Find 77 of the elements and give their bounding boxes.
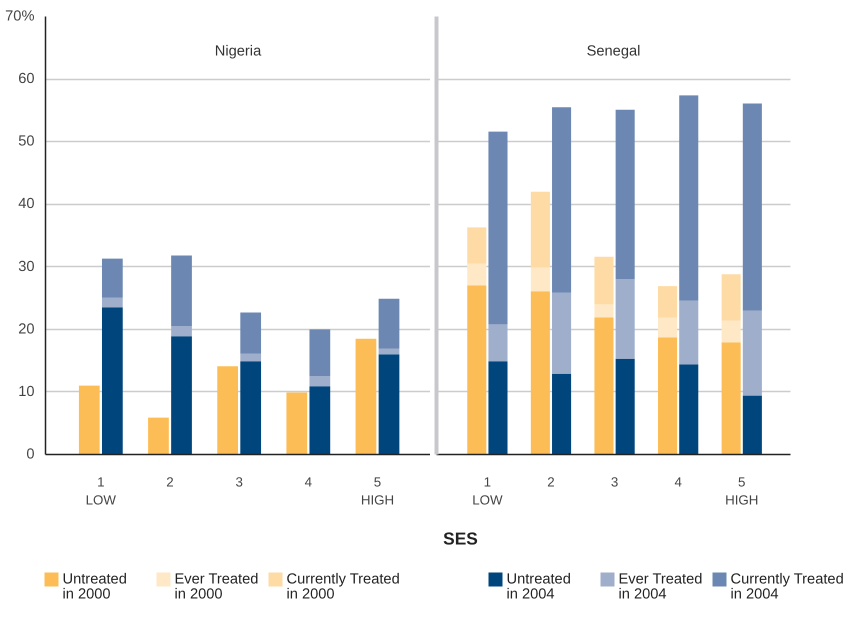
- bar: [722, 320, 741, 342]
- bar: [488, 132, 508, 324]
- bar: [148, 418, 169, 454]
- text: Nigeria: [214, 44, 262, 60]
- legend-label: Untreated in 2000: [62, 572, 127, 603]
- bar: [467, 227, 486, 264]
- bar: [679, 300, 698, 364]
- bar: [102, 307, 123, 454]
- legend-label: Untreated in 2004: [506, 572, 571, 603]
- y-tick-label: 70%: [5, 8, 35, 24]
- x-tick-label: 3: [235, 474, 243, 490]
- x-tick-label: 1 LOW: [86, 474, 116, 508]
- bar: [594, 304, 614, 318]
- bar: [309, 386, 330, 454]
- bar: [78, 386, 100, 454]
- legend-label: Ever Treated in 2000: [174, 572, 258, 603]
- bar: [488, 361, 508, 454]
- y-tick-label: 30: [18, 258, 35, 275]
- bar: [722, 342, 741, 454]
- bar: [488, 324, 508, 362]
- y-tick-label: 0: [26, 446, 35, 462]
- x-tick-label: 4: [674, 474, 682, 490]
- bar: [742, 396, 762, 454]
- bar: [594, 317, 614, 454]
- bar: [658, 286, 678, 318]
- bar: [594, 256, 614, 304]
- bar: [467, 264, 486, 286]
- bar: [552, 292, 572, 374]
- bar: [286, 392, 308, 454]
- bar: [217, 366, 238, 454]
- bar: [530, 192, 550, 268]
- x-tick-label: 4: [304, 474, 313, 490]
- legend-label: Currently Treated in 2004: [730, 572, 844, 603]
- y-tick-label: 60: [18, 71, 35, 88]
- bar: [530, 267, 550, 292]
- bar: [102, 258, 123, 298]
- bar: [742, 310, 762, 396]
- bar: [658, 317, 678, 338]
- bar: [552, 374, 572, 454]
- x-tick-label: 3: [610, 474, 618, 490]
- bar: [616, 358, 635, 454]
- bar: [171, 336, 192, 454]
- bar: [616, 110, 635, 280]
- text: Senegal: [586, 44, 640, 60]
- x-tick-label: 5 HIGH: [360, 474, 394, 508]
- bar: [722, 274, 741, 321]
- bar: [616, 279, 635, 359]
- bar: [378, 354, 400, 454]
- bar: [171, 326, 192, 336]
- bar: [356, 338, 376, 454]
- bar: [240, 361, 262, 454]
- bar: [102, 297, 123, 308]
- legend-label: Ever Treated in 2004: [618, 572, 702, 603]
- bar: [378, 298, 400, 349]
- x-tick-label: 1 LOW: [472, 474, 503, 508]
- bar: [309, 329, 330, 376]
- bar: [658, 337, 678, 454]
- bar: [171, 256, 192, 326]
- bar: [552, 107, 572, 292]
- x-tick-label: 2: [547, 474, 555, 490]
- legend-label: Currently Treated in 2000: [286, 572, 400, 603]
- bar: [240, 312, 262, 354]
- bar: [240, 354, 262, 362]
- bar: [467, 286, 486, 454]
- x-tick-label: 5 HIGH: [725, 474, 758, 508]
- y-tick-label: 20: [18, 321, 35, 338]
- y-tick-label: 40: [18, 196, 35, 212]
- bar: [679, 95, 698, 301]
- bar: [530, 291, 550, 454]
- y-tick-label: 50: [18, 134, 35, 150]
- x-tick-label: 2: [166, 474, 174, 490]
- x-axis-title: SES: [443, 528, 478, 548]
- bar: [679, 364, 698, 454]
- bar: [378, 348, 400, 354]
- bar: [309, 376, 330, 386]
- bar: [742, 103, 762, 311]
- y-tick-label: 10: [18, 384, 35, 400]
